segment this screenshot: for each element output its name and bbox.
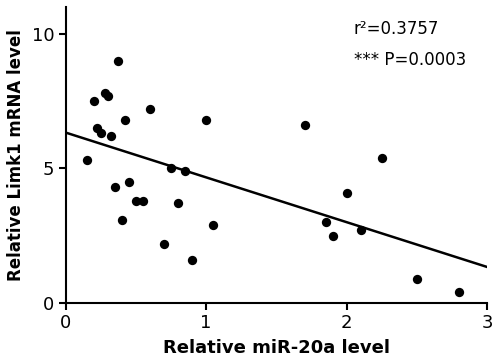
Text: *** P=0.0003: *** P=0.0003 <box>354 51 466 70</box>
Point <box>455 289 463 295</box>
Point <box>342 190 350 195</box>
Point <box>125 179 133 185</box>
Point <box>104 93 112 99</box>
Point <box>114 58 122 64</box>
Point <box>97 131 105 136</box>
Y-axis label: Relative Limk1 mRNA level: Relative Limk1 mRNA level <box>7 29 25 281</box>
Point <box>146 106 154 112</box>
Point <box>92 125 100 131</box>
Point <box>118 217 126 222</box>
Point <box>174 201 182 206</box>
Point <box>181 168 189 174</box>
Point <box>132 198 140 203</box>
Point <box>90 98 98 104</box>
Point <box>328 233 336 239</box>
Point <box>82 158 90 163</box>
Point <box>357 228 365 233</box>
Point <box>300 122 308 128</box>
Point <box>322 219 330 225</box>
Point <box>188 257 196 263</box>
Text: r²=0.3757: r²=0.3757 <box>354 20 439 38</box>
Point <box>120 117 128 123</box>
Point <box>209 222 217 228</box>
Point <box>101 90 109 96</box>
Point <box>139 198 147 203</box>
Point <box>167 166 175 171</box>
Point <box>111 184 119 190</box>
X-axis label: Relative miR-20a level: Relative miR-20a level <box>163 339 390 357</box>
Point <box>378 155 386 161</box>
Point <box>413 276 421 282</box>
Point <box>106 133 114 139</box>
Point <box>160 241 168 247</box>
Point <box>202 117 210 123</box>
